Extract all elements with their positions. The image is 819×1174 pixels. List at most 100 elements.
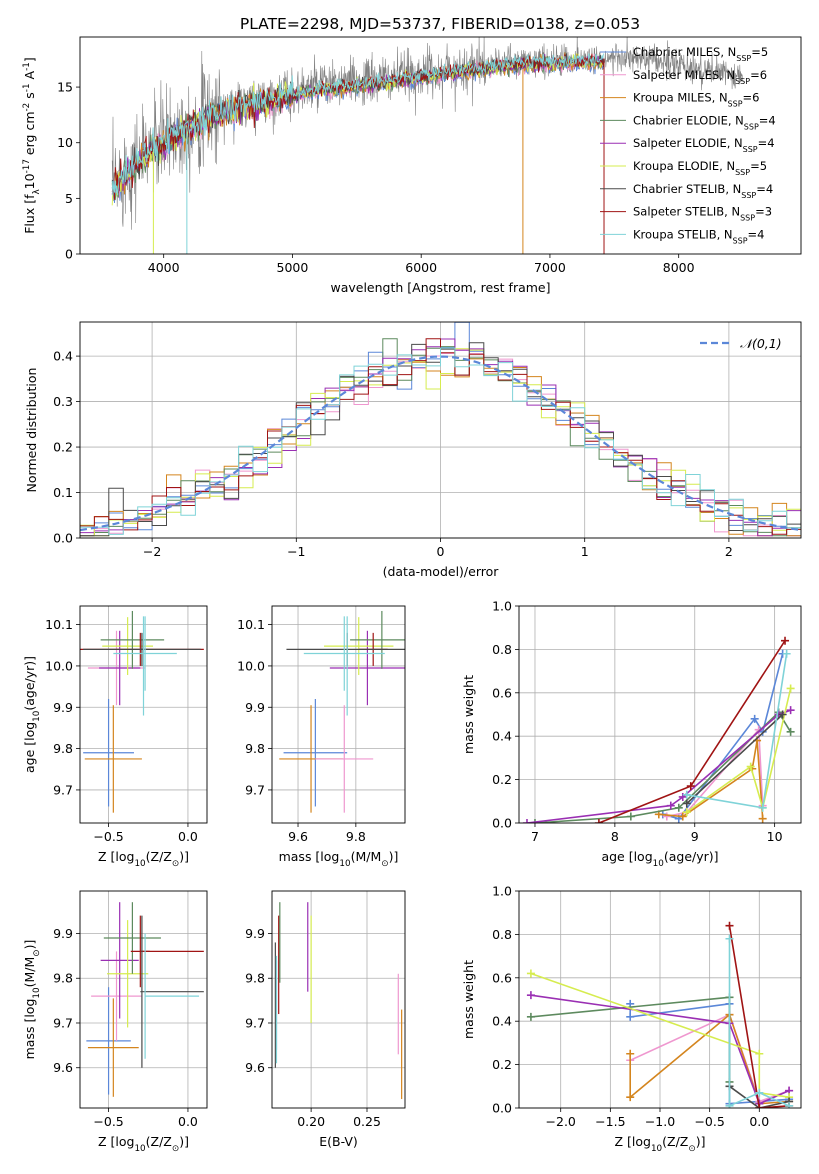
y-tick-label: 9.8 [245,971,265,986]
weight-marker [746,762,755,771]
weight-marker [782,649,791,658]
x-tick-label: −0.5 [694,1114,724,1129]
axes-frame [79,36,802,255]
axes-frame [518,605,802,824]
weight-marker [526,991,535,1000]
axes-frame [518,890,802,1109]
y-axis-label: Normed distribution [24,368,39,493]
y-tick-label: 0.0 [492,816,512,831]
x-tick-label: −0.5 [93,829,123,844]
y-tick-label: 0.4 [53,349,73,364]
y-tick-label: 10.0 [237,658,265,673]
plot-area-weights-z [526,921,794,1108]
plot-area-z-mass [86,902,204,1097]
x-axis-label: Z [log10(Z/Z⊙)] [98,1134,189,1154]
normal-reference-curve [80,355,801,532]
x-tick-label: 8000 [663,260,695,275]
y-tick-label: 0.3 [53,394,73,409]
legend-label: Chabrier STELIB, NSSP=4 [633,182,773,200]
y-tick-label: 9.9 [245,926,265,941]
axes-frame [271,605,406,824]
weight-line [729,1085,790,1108]
axes-frame [271,890,406,1109]
legend-label: Kroupa STELIB, NSSP=4 [633,227,764,245]
plot-area-residuals [80,322,801,537]
y-tick-label: 9.6 [53,1060,73,1075]
weight-line [728,925,790,1108]
y-tick-label: 9.9 [53,700,73,715]
x-axis-label: E(B-V) [319,1134,358,1149]
x-axis-label: wavelength [Angstrom, rest frame] [330,280,550,295]
weight-marker [678,812,687,821]
x-tick-label: 10 [767,829,783,844]
x-axis-label: (data-model)/error [383,564,500,579]
weight-line [530,972,790,1098]
axes-z-mass: −0.5 0.0 9.6 9.7 9.8 9.9 Z [log10(Z/Z⊙)] mass [… [22,890,208,1154]
x-axis-label: age [log10(age/yr)] [601,849,718,869]
x-tick-label: −1.5 [595,1114,625,1129]
y-tick-label: 0 [65,247,73,262]
x-tick-label: −2.0 [546,1114,576,1129]
x-tick-label: −1 [287,544,305,559]
y-tick-label: 1.0 [492,884,512,899]
x-tick-label: 7000 [534,260,566,275]
axes-weights-z: −2.0 −1.5 −1.0 −0.5 0.0 0.0 0.2 0.4 0.6 0.8 1.0 Z [… [461,884,802,1154]
x-tick-label: −0.5 [93,1114,123,1129]
weight-marker [725,934,734,943]
y-tick-label: 10.1 [45,617,73,632]
axes-frame [79,890,208,1109]
y-tick-label: 0.6 [492,970,512,985]
weight-line [728,938,790,1108]
x-tick-label: 9 [691,829,699,844]
axes-spectrum: 4000 5000 6000 7000 8000 0 5 10 15 wavelength [An… [22,36,802,295]
weight-marker [626,1012,635,1021]
x-tick-label: 7 [531,829,539,844]
y-tick-label: 0.8 [492,642,512,657]
legend-label: Chabrier MILES, NSSP=5 [633,45,768,63]
weight-marker [674,803,683,812]
y-tick-label: 0.0 [492,1101,512,1116]
y-axis-label: Flux [fλ10-17 erg cm-2 s-1 A-1] [22,57,42,234]
weight-marker [785,1101,794,1108]
y-tick-label: 9.7 [245,782,265,797]
y-tick-label: 9.8 [53,741,73,756]
x-tick-label: 6000 [405,260,437,275]
y-tick-label: 0.2 [53,440,73,455]
weight-marker [594,819,603,823]
y-tick-label: 0.2 [492,772,512,787]
x-axis-label: Z [log10(Z/Z⊙)] [614,1134,705,1154]
weight-marker [626,812,635,821]
data-spectrum-line [111,37,744,230]
x-tick-label: 0.0 [178,829,198,844]
axes-frame [79,321,802,539]
weight-marker [786,706,795,715]
y-tick-label: 10 [57,135,73,150]
y-axis-label: mass weight [461,960,476,1039]
x-tick-label: 0.0 [749,1114,769,1129]
y-tick-label: 0.0 [53,531,73,546]
x-tick-label: 2 [725,544,733,559]
weight-marker [758,803,767,812]
weight-marker [682,808,691,817]
weight-line [686,713,784,805]
weight-marker [725,1101,734,1108]
y-tick-label: 10.0 [45,658,73,673]
weight-marker [526,1012,535,1021]
y-tick-label: 9.6 [245,1060,265,1075]
y-tick-label: 9.7 [53,782,73,797]
y-axis-label: mass [log10(M/M⊙)] [22,940,42,1060]
axes-weights-age: 7 8 9 10 0.0 0.2 0.4 0.6 0.8 1.0 age [log10(age/yr… [461,599,802,869]
weight-line [686,688,792,813]
weight-marker [755,1104,764,1108]
y-tick-label: 15 [57,80,73,95]
legend-label: 𝒩(0,1) [740,336,782,351]
x-tick-label: 8 [611,829,619,844]
x-tick-label: 5000 [277,260,309,275]
y-tick-label: 10.1 [237,617,265,632]
legend-label: Salpeter STELIB, NSSP=3 [633,205,772,223]
weight-marker [626,1049,635,1058]
x-tick-label: 9.6 [288,829,308,844]
y-tick-label: 9.7 [53,1015,73,1030]
legend-label: Kroupa MILES, NSSP=6 [633,91,759,109]
